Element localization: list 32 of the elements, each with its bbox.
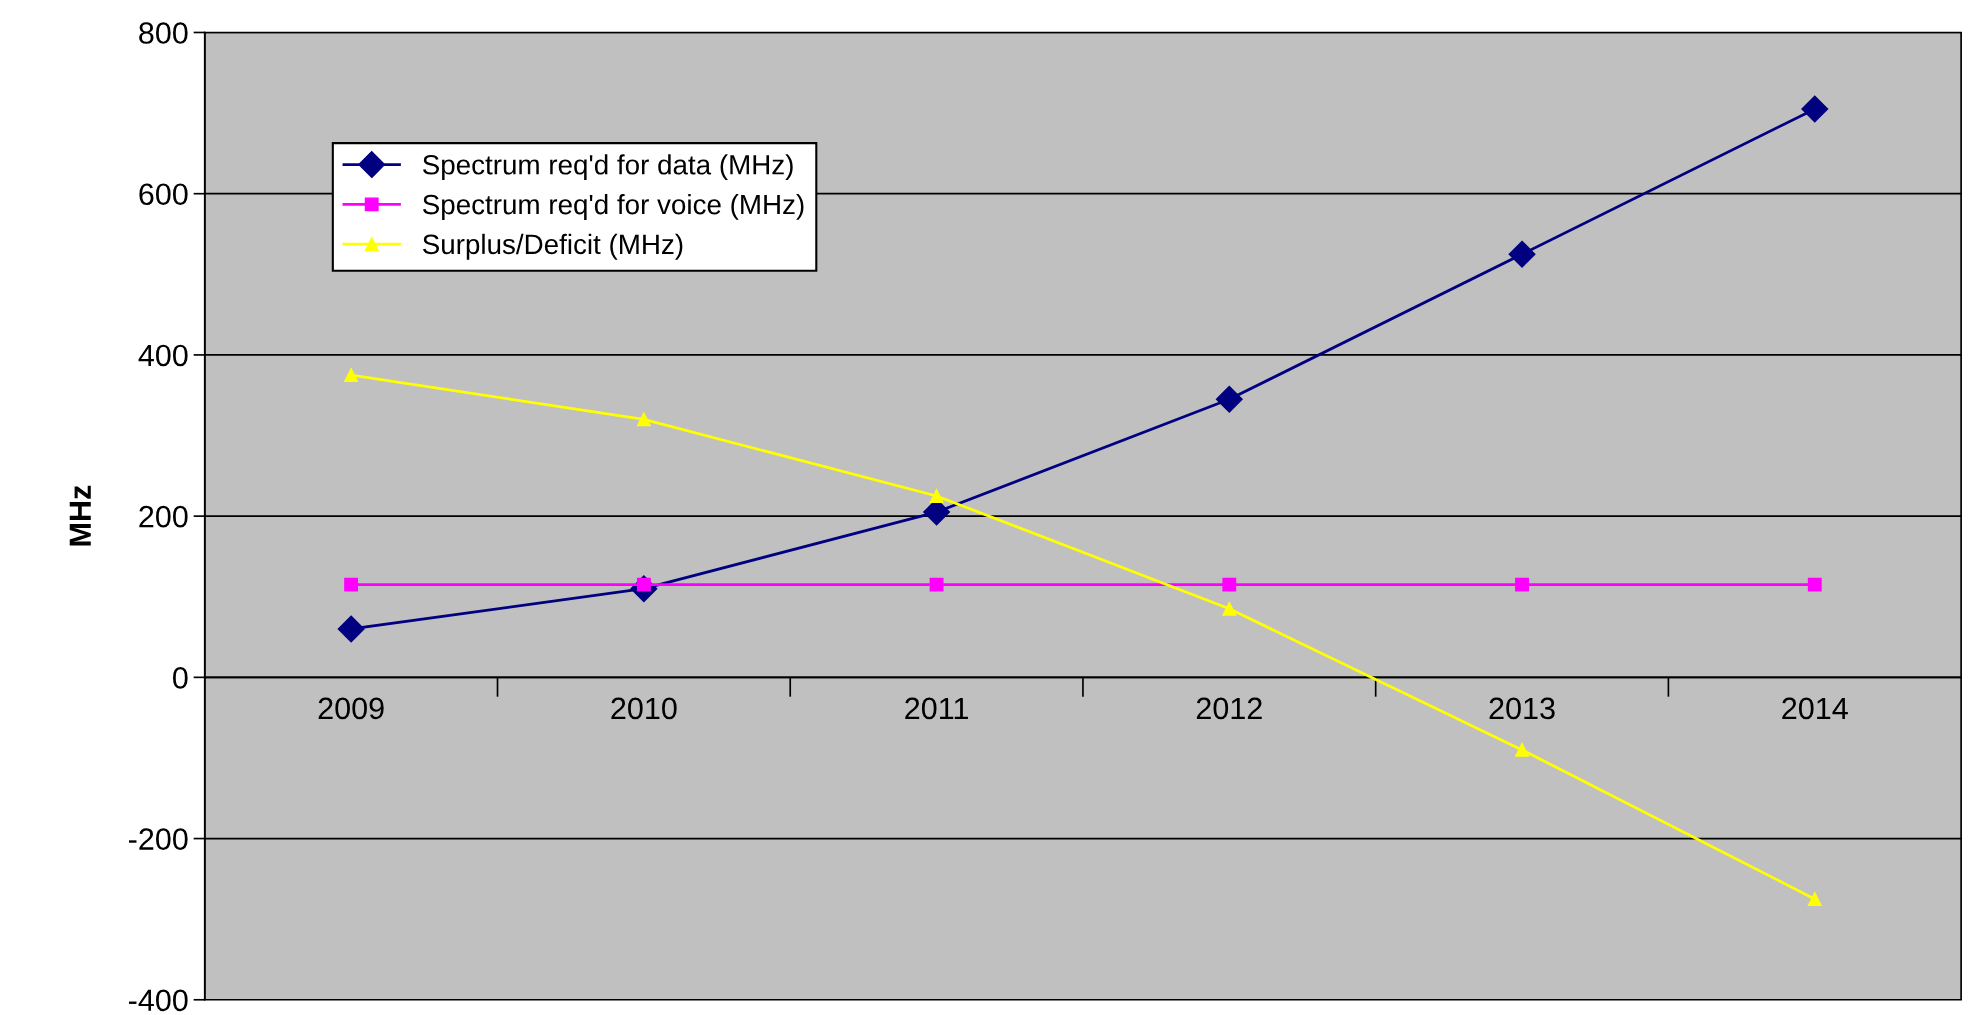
legend-label: Spectrum req'd for voice (MHz): [422, 193, 804, 220]
point: [1801, 95, 1829, 123]
y-tick-label: 0: [173, 667, 188, 689]
point: [1515, 577, 1529, 592]
point: [1515, 742, 1529, 757]
x-tick-label: 2009: [318, 697, 384, 720]
x-tick-label: 2012: [1196, 697, 1262, 720]
y-tick-label: 800: [139, 22, 188, 44]
point: [1222, 601, 1237, 616]
point: [344, 368, 359, 383]
point: [929, 489, 944, 503]
point: [929, 577, 944, 592]
x-tick-label: 2011: [905, 697, 968, 720]
y-tick-label: 400: [138, 344, 188, 367]
point: [1222, 577, 1237, 592]
y-axis-title: MHz: [69, 485, 91, 546]
legend-label: Spectrum req'd for data (MHz): [422, 154, 793, 181]
y-tick-label: -200: [129, 828, 188, 850]
point: [1508, 240, 1536, 268]
x-tick-label: 2014: [1782, 697, 1848, 720]
y-tick-label: -400: [129, 989, 188, 1012]
point: [1807, 577, 1822, 592]
y-tick-label: 600: [139, 183, 188, 206]
point: [636, 412, 651, 427]
legend-label: Surplus/Deficit (MHz): [422, 233, 683, 260]
point: [337, 615, 365, 643]
x-tick-label: 2010: [611, 697, 677, 720]
y-tick-label: 200: [139, 505, 188, 528]
x-tick-label: 2013: [1489, 697, 1555, 720]
point: [1215, 385, 1243, 413]
point: [1807, 892, 1822, 906]
point: [344, 577, 359, 592]
